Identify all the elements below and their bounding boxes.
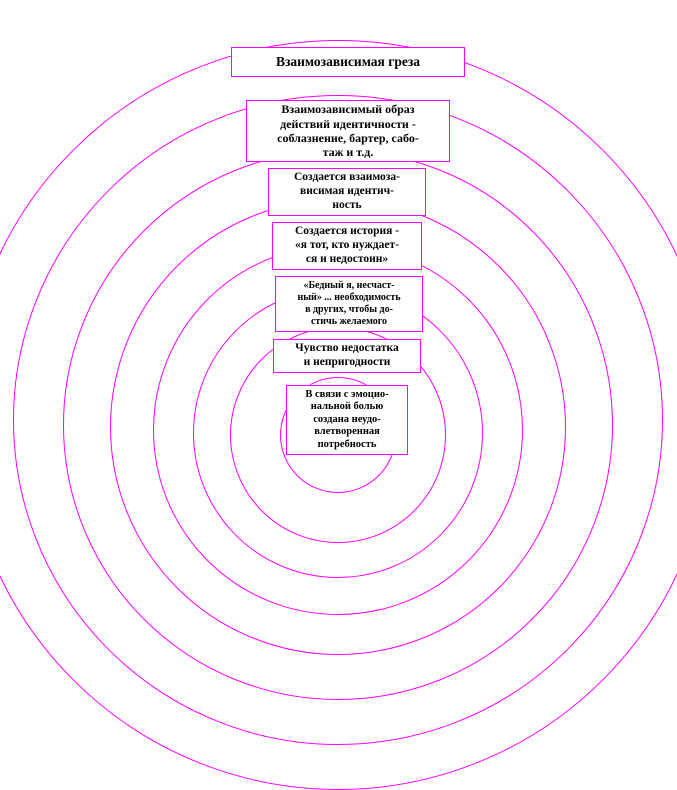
label-box-5: Чувство недостатка и непригодности: [273, 339, 421, 373]
label-text-6: В связи с эмоцио- нальной болью создана …: [291, 389, 403, 452]
label-text-5: Чувство недостатка и непригодности: [278, 342, 416, 370]
label-box-3: Создается история - «я тот, кто нуждает-…: [272, 222, 422, 270]
label-text-0: Взаимозависимая греза: [236, 54, 460, 70]
label-box-6: В связи с эмоцио- нальной болью создана …: [286, 385, 408, 455]
label-text-3: Создается история - «я тот, кто нуждает-…: [277, 225, 417, 266]
label-text-1: Взаимозависимый образ действий идентично…: [251, 102, 445, 160]
label-box-0: Взаимозависимая греза: [231, 47, 465, 77]
label-box-4: «Бедный я, несчаст- ный» ... необходимос…: [275, 276, 423, 332]
label-text-4: «Бедный я, несчаст- ный» ... необходимос…: [280, 280, 418, 328]
label-box-1: Взаимозависимый образ действий идентично…: [246, 100, 450, 162]
label-box-2: Создается взаимоза- висимая идентич- нос…: [268, 168, 426, 216]
label-text-2: Создается взаимоза- висимая идентич- нос…: [273, 171, 421, 212]
